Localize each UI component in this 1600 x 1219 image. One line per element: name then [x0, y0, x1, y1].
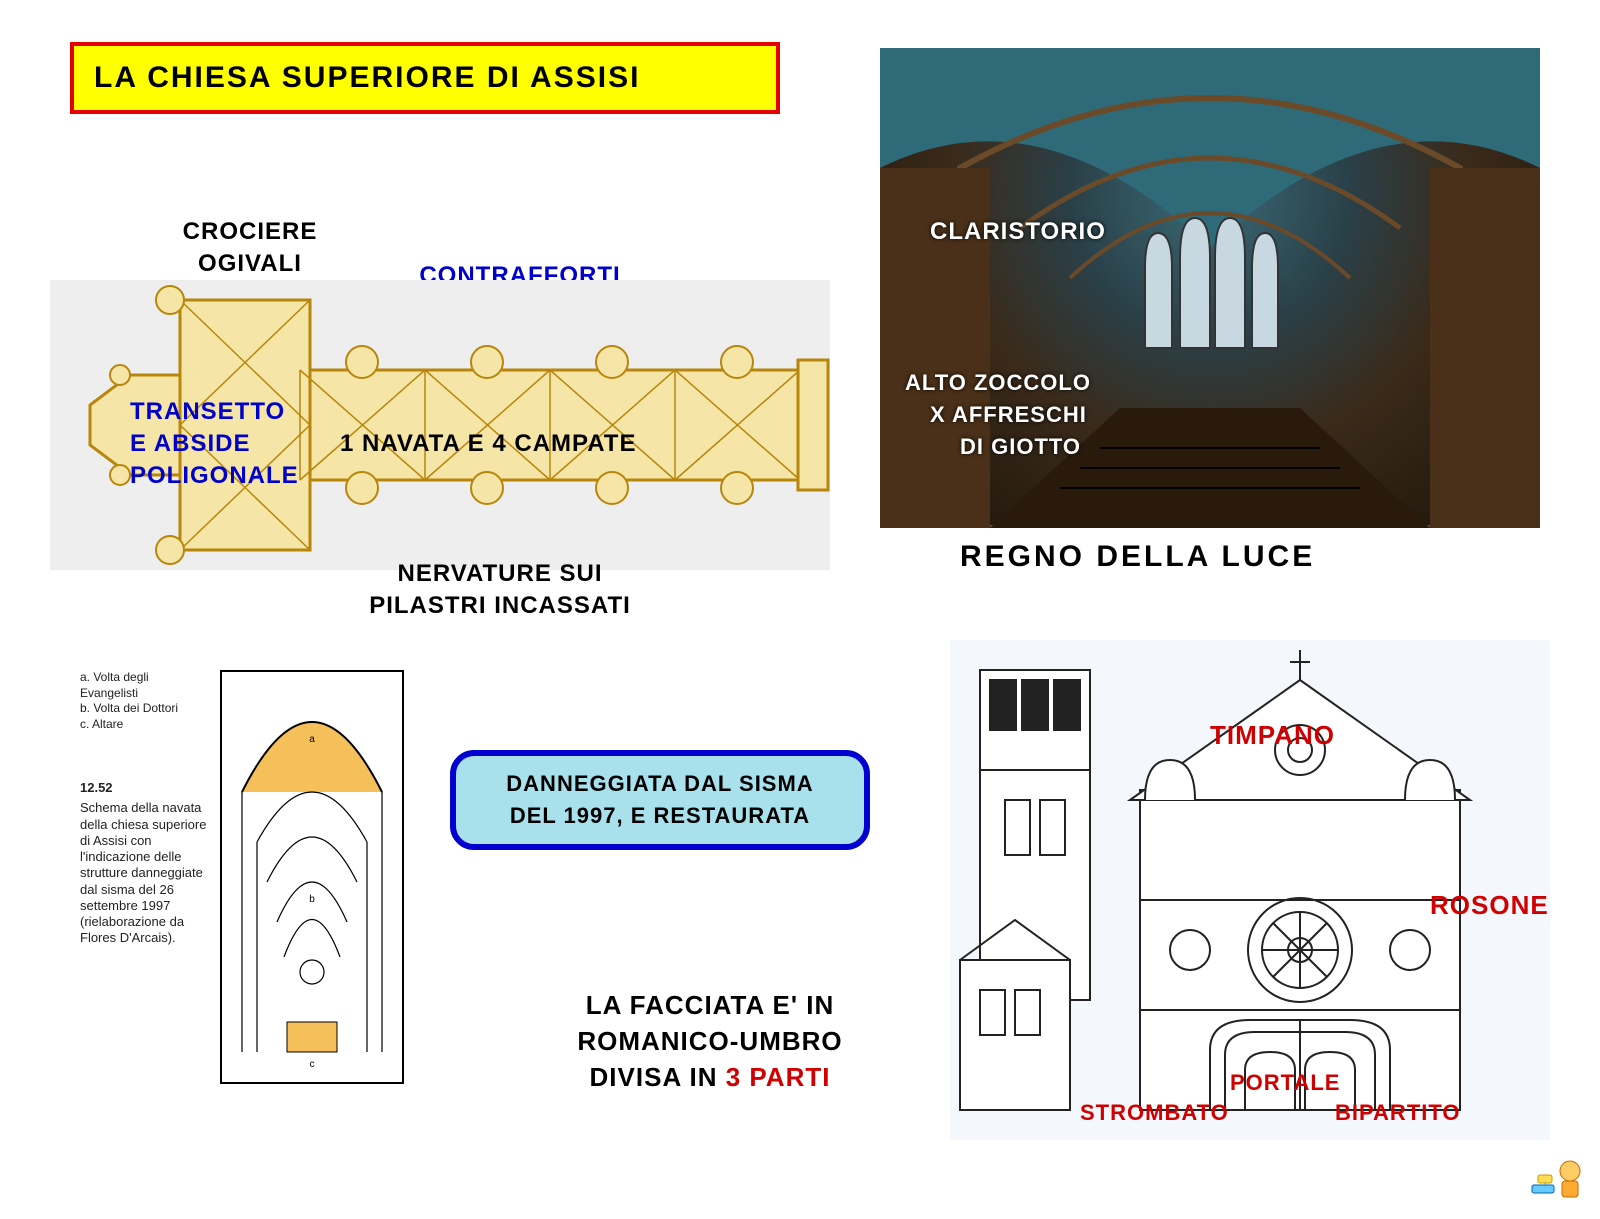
nave-schema: a b c — [220, 670, 404, 1084]
svg-text:b: b — [309, 894, 315, 905]
label-di-giotto: DI GIOTTO — [960, 434, 1081, 460]
label-crociere: CROCIERE — [150, 218, 350, 246]
legend-a: a. Volta degli Evangelisti — [80, 670, 210, 701]
facciata-line3: DIVISA IN 3 PARTI — [500, 1062, 920, 1093]
legend-b: b. Volta dei Dottori — [80, 701, 210, 717]
label-abside: E ABSIDE — [130, 430, 250, 458]
label-alto-zoccolo: ALTO ZOCCOLO — [905, 370, 1091, 396]
label-transetto: TRANSETTO — [130, 398, 285, 426]
label-ogivali: OGIVALI — [150, 250, 350, 278]
schema-num: 12.52 — [80, 780, 210, 796]
schema-caption: 12.52 Schema della navata della chiesa s… — [80, 780, 210, 947]
label-timpano: TIMPANO — [1210, 720, 1335, 751]
facciata-line2: ROMANICO-UMBRO — [500, 1026, 920, 1057]
label-nervature: NERVATURE SUI — [300, 560, 700, 588]
svg-text:a: a — [309, 734, 315, 745]
svg-text:c: c — [310, 1059, 315, 1070]
label-rosone: ROSONE — [1430, 890, 1549, 921]
label-navata: 1 NAVATA E 4 CAMPATE — [340, 430, 636, 458]
facciata-line3b: 3 PARTI — [726, 1062, 831, 1092]
schema-legend: a. Volta degli Evangelisti b. Volta dei … — [80, 670, 210, 732]
facciata-line1: LA FACCIATA E' IN — [500, 990, 920, 1021]
info-line1: DANNEGGIATA DAL SISMA — [506, 771, 813, 797]
info-line2: DEL 1997, E RESTAURATA — [510, 803, 810, 829]
label-pilastri: PILASTRI INCASSATI — [300, 592, 700, 620]
label-portale: PORTALE — [1230, 1070, 1340, 1096]
facciata-line3a: DIVISA IN — [590, 1062, 726, 1092]
title-box: LA CHIESA SUPERIORE DI ASSISI — [70, 42, 780, 114]
label-x-affreschi: X AFFRESCHI — [930, 402, 1087, 428]
label-strombato: STROMBATO — [1080, 1100, 1229, 1126]
mascot-icon — [1528, 1157, 1588, 1207]
label-poligonale: POLIGONALE — [130, 462, 299, 490]
schema-text: Schema della navata della chiesa superio… — [80, 800, 210, 946]
page-title: LA CHIESA SUPERIORE DI ASSISI — [94, 61, 640, 95]
label-bipartito: BIPARTITO — [1335, 1100, 1461, 1126]
caption-regno-luce: REGNO DELLA LUCE — [960, 540, 1315, 574]
legend-c: c. Altare — [80, 717, 210, 733]
label-claristorio: CLARISTORIO — [930, 218, 1106, 246]
info-box: DANNEGGIATA DAL SISMA DEL 1997, E RESTAU… — [450, 750, 870, 850]
